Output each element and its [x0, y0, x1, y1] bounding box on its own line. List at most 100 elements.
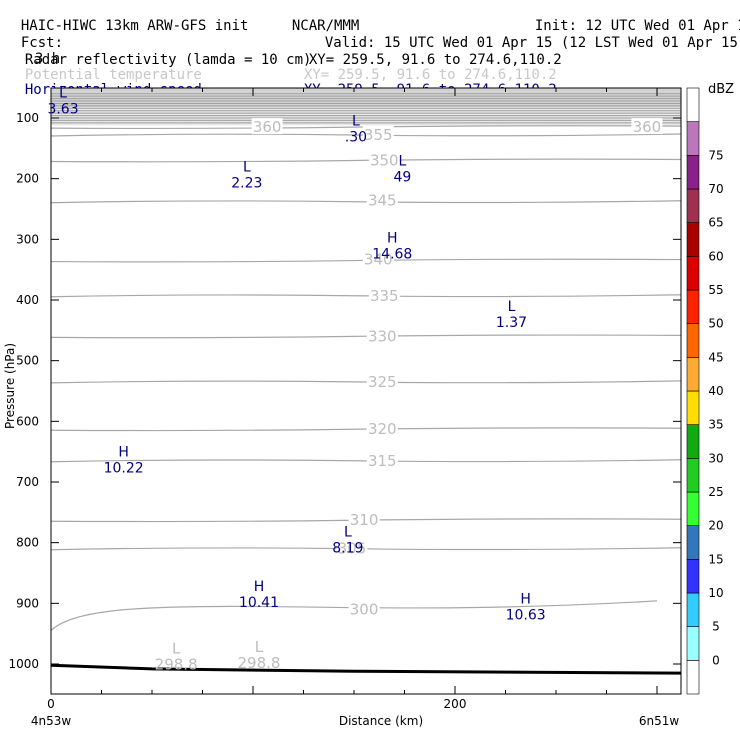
wind-extremum-kind: L — [352, 113, 360, 129]
theta-contour — [50, 158, 682, 163]
wind-extremum-kind: H — [387, 230, 398, 246]
contour-label-bg — [366, 420, 398, 437]
wind-extremum-value: 2.23 — [231, 175, 262, 191]
colorbar-level: 20 — [708, 519, 723, 533]
forecast-hour: Fcst: 3 h — [4, 19, 63, 67]
colorbar-segment — [686, 87, 700, 122]
colorbar-level: 50 — [708, 317, 723, 331]
contour-label-bg — [366, 327, 398, 344]
colorbar-segment — [686, 626, 700, 661]
y-tick-label: 500 — [16, 354, 39, 368]
header-org: NCAR/MMM — [275, 2, 359, 34]
wind-extremum-kind: H — [254, 579, 265, 595]
colorbar-segment — [686, 323, 700, 358]
y-tick-label: 700 — [16, 475, 39, 489]
contour-label: 350 — [370, 151, 399, 169]
y-tick-label: 1000 — [8, 657, 39, 671]
wind-extremum-value: 10.22 — [104, 461, 144, 477]
contour-label: 325 — [368, 373, 397, 391]
theta-contour — [50, 258, 682, 263]
plot-frame — [50, 87, 682, 695]
wind-extremum-kind: L — [508, 299, 516, 315]
contour-label: 320 — [368, 420, 397, 438]
field-1: Radar reflectivity (lamda = 10 cm) — [8, 36, 312, 68]
header-title: HAIC-HIWC 13km ARW-GFS init — [4, 2, 249, 34]
surface-theta-value: 298.8 — [238, 654, 281, 672]
wind-extremum-value: 49 — [393, 169, 411, 185]
theta-contour — [50, 600, 658, 632]
contour-label-bg — [251, 118, 283, 135]
field-2-xy: XY= 259.5, 91.6 to 274.6,110.2 — [287, 51, 557, 83]
field-2: Potential temperature — [8, 51, 202, 83]
colorbar-segment — [686, 155, 700, 190]
colorbar-title: dBZ — [708, 82, 735, 97]
contour-label: 310 — [350, 511, 379, 529]
colorbar-segment — [686, 121, 700, 156]
contour-label: 340 — [364, 250, 393, 268]
field-2-xy-text: XY= 259.5, 91.6 to 274.6,110.2 — [303, 67, 557, 83]
contour-label-bg — [366, 191, 398, 208]
colorbar-segment — [686, 525, 700, 560]
colorbar-level: 15 — [708, 552, 723, 566]
wind-extremum-kind: H — [118, 445, 129, 461]
contour-label-bg — [362, 250, 394, 267]
contour-label: 300 — [350, 600, 379, 618]
contour-label: 360 — [253, 118, 282, 136]
colorbar-level: 35 — [708, 418, 723, 432]
field-1-name: Radar reflectivity (lamda = 10 cm) — [24, 52, 312, 68]
colorbar-segment — [686, 222, 700, 257]
contour-label-bg — [366, 372, 398, 389]
contour-label: 345 — [368, 192, 397, 210]
theta-contour — [50, 125, 682, 130]
plot-area — [51, 88, 681, 694]
wind-extremum-value: 8.19 — [332, 541, 363, 557]
contour-label-bg — [348, 511, 380, 528]
surface-line — [50, 663, 682, 675]
colorbar-level: 45 — [708, 350, 723, 364]
upper-shade-dark — [51, 88, 681, 108]
colorbar-segment — [686, 256, 700, 291]
wind-extremum-value: 10.63 — [506, 607, 546, 623]
contour-label-bg — [336, 539, 368, 556]
contour-label: 330 — [368, 327, 397, 345]
theta-contour — [50, 133, 682, 137]
field-1-xy: XY= 259.5, 91.6 to 274.6,110.2 — [292, 36, 562, 68]
y-tick-label: 300 — [16, 232, 39, 246]
colorbar-segment — [686, 559, 700, 594]
colorbar-segment — [686, 188, 700, 223]
colorbar-level: 30 — [708, 451, 723, 465]
x-left-endpoint: 4n53w — [31, 714, 72, 728]
y-tick-label: 800 — [16, 536, 39, 550]
colorbar-segment — [686, 458, 700, 493]
x-tick-label: 200 — [444, 697, 467, 711]
colorbar-segment — [686, 424, 700, 459]
valid-time: Valid: 15 UTC Wed 01 Apr 15 (12 LST Wed … — [308, 19, 740, 51]
wind-extremum-value: 1.37 — [496, 315, 527, 331]
header-init: Init: 12 UTC Wed 01 Apr 15 — [518, 2, 740, 34]
colorbar-level: 70 — [708, 182, 723, 196]
theta-contour — [50, 380, 682, 384]
colorbar-segment — [686, 289, 700, 324]
colorbar-level: 10 — [708, 586, 723, 600]
surface-theta-value: 298.8 — [155, 656, 198, 674]
wind-extremum-kind: L — [398, 153, 406, 169]
model-title: HAIC-HIWC 13km ARW-GFS init — [20, 18, 249, 34]
field-2-name: Potential temperature — [24, 67, 202, 83]
wind-extremum-value: 10.41 — [239, 595, 279, 611]
wind-extremum-kind: L — [344, 525, 352, 541]
fcst-value: 3 h — [34, 51, 61, 67]
y-tick-label: 100 — [16, 111, 39, 125]
contour-label-bg — [348, 600, 380, 617]
contour-label: 355 — [364, 126, 393, 144]
wind-extremum-kind: H — [520, 591, 531, 607]
x-right-endpoint: 6n51w — [639, 714, 680, 728]
org-label: NCAR/MMM — [291, 18, 360, 34]
y-tick-label: 900 — [16, 596, 39, 610]
wind-extremum-value: 3.63 — [47, 101, 78, 117]
surface-theta-kind: L — [255, 638, 264, 656]
x-axis-label: Distance (km) — [339, 714, 423, 728]
colorbar-level: 0 — [712, 653, 720, 667]
colorbar-level: 5 — [712, 620, 720, 634]
y-tick-label: 400 — [16, 293, 39, 307]
